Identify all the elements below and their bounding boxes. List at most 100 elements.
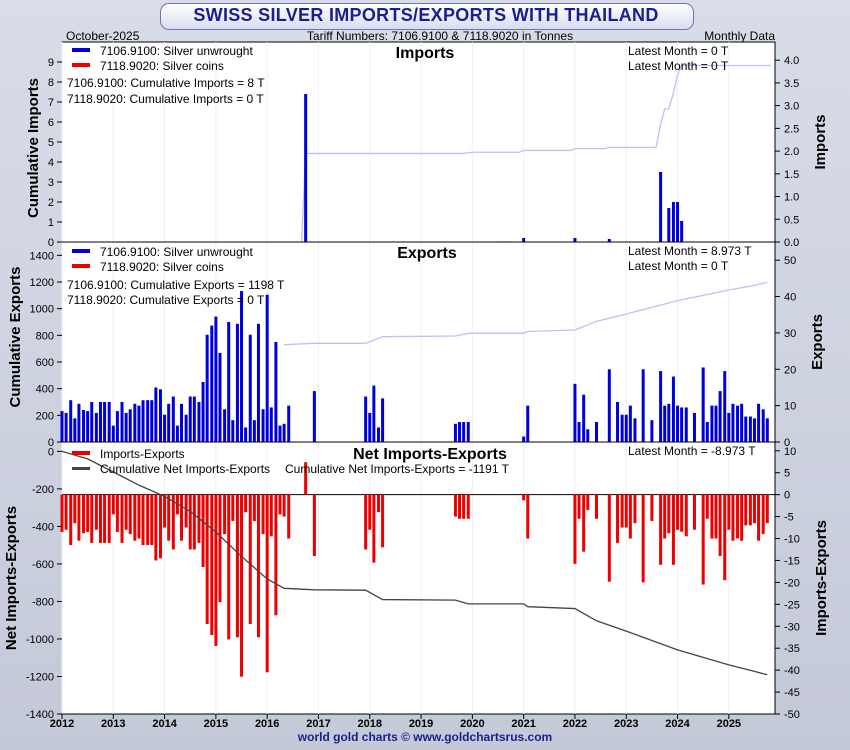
left-y-tick-label: 1000: [30, 304, 54, 316]
exports-bar: [77, 403, 81, 442]
left-y-tick-label: 9: [48, 57, 54, 69]
imports-cumulative-coins-note: 7118.9020: Cumulative Imports = 0 T: [67, 92, 264, 106]
right-y-tick-label: 40: [784, 292, 796, 304]
net-bar: [692, 494, 696, 530]
x-tick-label: 2021: [511, 718, 535, 730]
exports-bar: [727, 412, 731, 442]
net-bar: [60, 494, 64, 532]
exports-bar: [150, 400, 154, 442]
exports-bar: [667, 403, 671, 442]
exports-legend-coins: 7118.9020: Silver coins: [100, 260, 224, 274]
exports-bar: [522, 436, 526, 442]
x-tick-label: 2020: [460, 718, 484, 730]
net-bar: [364, 494, 368, 550]
exports-bar: [368, 412, 372, 442]
net-cumulative-line: [61, 450, 768, 676]
exports-bar: [154, 387, 158, 442]
right-y-tick-label: -20: [784, 577, 800, 589]
exports-bar: [287, 405, 291, 442]
imports-bar: [680, 221, 684, 242]
right-y-tick-label: -35: [784, 643, 800, 655]
net-bar: [723, 494, 727, 581]
chart-title: SWISS SILVER IMPORTS/EXPORTS WITH THAILA…: [193, 5, 659, 25]
net-bar: [158, 494, 162, 559]
exports-bar: [82, 410, 86, 442]
exports-bar: [765, 418, 769, 442]
net-bar: [616, 494, 620, 543]
exports-bar: [269, 407, 273, 442]
right-y-tick-label: -45: [784, 687, 800, 699]
left-y-tick-label: 0: [48, 437, 54, 449]
net-bar: [684, 494, 688, 537]
net-bar: [740, 494, 744, 541]
net-bar: [620, 494, 624, 528]
net-bar: [628, 494, 632, 539]
x-tick-label: 2012: [50, 718, 74, 730]
imports-legend-unwrought: 7106.9100: Silver unwrought: [100, 44, 253, 58]
imports-right-axis-title: Imports: [812, 114, 829, 169]
right-y-tick-label: 10: [784, 401, 796, 413]
exports-bar: [124, 412, 128, 442]
exports-bar: [94, 412, 98, 442]
net-bar: [736, 494, 740, 539]
net-bar: [663, 494, 667, 539]
net-bar: [667, 494, 671, 534]
exports-bar: [158, 389, 162, 442]
left-y-tick-label: -200: [32, 484, 54, 496]
exports-bar: [184, 414, 188, 442]
net-bar: [274, 494, 278, 616]
exports-bar: [141, 400, 145, 442]
exports-bar: [60, 411, 64, 442]
net-bar: [205, 494, 209, 625]
net-bar: [111, 494, 115, 515]
title-banner: [160, 3, 694, 30]
exports-bar: [594, 422, 598, 442]
exports-bar: [261, 409, 265, 442]
left-y-tick-label: 400: [36, 384, 54, 396]
net-bar: [287, 494, 291, 539]
net-bar: [227, 494, 231, 640]
net-bar: [453, 494, 457, 517]
exports-bar: [650, 420, 654, 442]
exports-bar: [586, 429, 590, 442]
exports-bar: [663, 405, 667, 442]
net-legend-swatch-bars: [72, 451, 90, 455]
net-bar: [90, 494, 94, 543]
exports-bar: [364, 396, 368, 442]
net-bar: [244, 494, 248, 513]
exports-bar: [616, 402, 620, 442]
x-tick-label: 2015: [204, 718, 228, 730]
net-bar: [710, 494, 714, 539]
exports-bar: [231, 420, 235, 442]
exports-bar: [376, 427, 380, 442]
exports-bar: [381, 398, 385, 442]
left-y-tick-label: 2: [48, 197, 54, 209]
exports-bar: [163, 414, 167, 442]
net-bar: [582, 494, 586, 552]
exports-bar: [312, 391, 316, 442]
right-y-tick-label: -15: [784, 555, 800, 567]
right-y-tick-label: -50: [784, 709, 800, 721]
net-bar: [757, 494, 761, 541]
imports-cumulative-line: [300, 64, 772, 243]
net-bar: [188, 494, 192, 550]
net-bar: [240, 494, 244, 677]
exports-bar: [633, 418, 637, 442]
exports-bar: [714, 405, 718, 442]
right-y-tick-label: 50: [784, 255, 796, 267]
x-tick-label: 2014: [152, 718, 177, 730]
imports-latest-coins: Latest Month = 0 T: [628, 59, 729, 73]
exports-bar: [620, 414, 624, 442]
net-bar: [748, 494, 752, 526]
exports-bar: [175, 425, 179, 442]
footer-credit: world gold charts © www.goldchartsrus.co…: [297, 730, 553, 744]
net-bar: [86, 494, 90, 532]
exports-bar: [278, 425, 282, 442]
exports-bar: [372, 385, 376, 442]
x-tick-label: 2018: [358, 718, 382, 730]
right-y-tick-label: 1.5: [784, 169, 799, 181]
exports-bar: [137, 405, 141, 442]
net-bar: [98, 494, 102, 543]
net-bar: [381, 494, 385, 548]
exports-bar: [723, 371, 727, 442]
